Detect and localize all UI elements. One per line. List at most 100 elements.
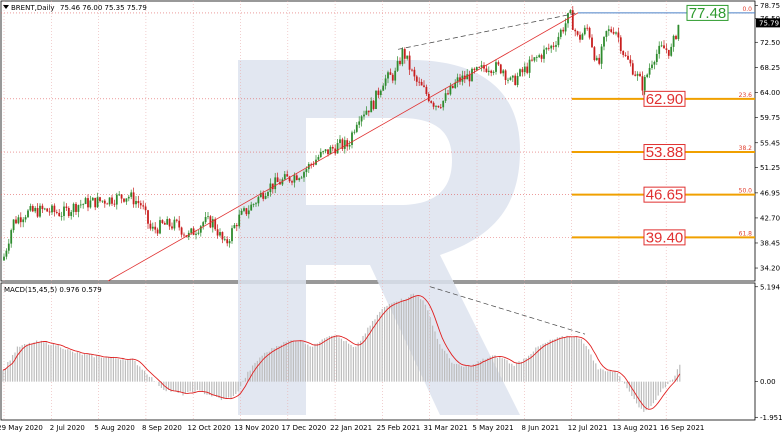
candle-body	[526, 66, 529, 73]
candle-body	[216, 229, 219, 236]
candle-body	[418, 81, 421, 83]
candle-body	[399, 60, 401, 65]
candle-body	[149, 223, 152, 229]
candle-body	[132, 192, 135, 205]
candle-body	[617, 32, 620, 38]
candle-body	[430, 101, 433, 103]
candle-body	[247, 210, 250, 215]
candle-body	[286, 174, 289, 177]
macd-histogram	[2, 286, 681, 412]
candle-body	[629, 59, 632, 64]
candle-body	[329, 146, 332, 155]
candle-body	[91, 197, 94, 201]
candle-body	[468, 74, 471, 82]
x-tick-label: 22 Jan 2021	[330, 424, 372, 432]
candle-body	[7, 243, 10, 251]
candle-body	[151, 226, 154, 229]
candle-body	[12, 219, 15, 231]
candle-body	[178, 220, 181, 228]
macd-signal-line	[2, 295, 681, 410]
candle-body	[492, 71, 495, 73]
symbol-label: BRENT,Daily	[11, 4, 55, 12]
candle-body	[391, 74, 394, 81]
candle-body	[171, 226, 173, 229]
candle-body	[677, 24, 680, 40]
x-tick-label: 5 Aug 2020	[94, 424, 134, 432]
candle-body	[262, 193, 265, 199]
candle-body	[480, 65, 483, 68]
candle-body	[163, 223, 166, 225]
fibonacci-levels: 0.0 77.48 23.6 62.90 38.2 53.88 50.0 46.65 61.8 3…	[1, 5, 755, 246]
candle-body	[550, 45, 553, 49]
candle-body	[127, 196, 130, 199]
candle-body	[598, 57, 601, 64]
candle-body	[360, 116, 363, 122]
candle-body	[545, 47, 548, 50]
x-tick-label: 29 May 2020	[0, 424, 43, 432]
x-tick-label: 13 Nov 2020	[234, 424, 279, 432]
price-tick-label: 34.20	[760, 265, 780, 273]
candle-body	[238, 214, 241, 227]
candle-body	[343, 140, 346, 149]
price-tick-label: 42.70	[760, 214, 780, 222]
price-tick-label: 68.25	[760, 64, 780, 72]
candle-body	[211, 219, 214, 228]
candle-body	[103, 200, 106, 204]
candle-body	[358, 121, 361, 125]
candle-body	[259, 193, 262, 198]
candle-body	[581, 34, 584, 40]
candle-body	[250, 204, 253, 211]
macd-divergence-line	[429, 286, 586, 335]
candle-body	[5, 250, 8, 257]
candle-body	[46, 208, 49, 212]
candle-body	[437, 105, 440, 108]
candle-body	[271, 183, 274, 190]
candle-body	[651, 64, 653, 68]
candle-body	[641, 76, 644, 91]
candle-body	[77, 205, 80, 212]
candle-body	[70, 212, 73, 216]
candle-body	[214, 219, 217, 230]
candle-body	[408, 55, 411, 70]
candle-body	[207, 216, 209, 218]
candle-body	[113, 203, 116, 205]
candle-body	[324, 149, 327, 152]
dropdown-triangle-icon[interactable]	[3, 5, 9, 9]
candle-body	[591, 37, 593, 48]
candle-body	[631, 63, 634, 75]
candle-body	[84, 198, 87, 205]
candle-body	[643, 76, 646, 91]
candle-body	[605, 30, 608, 37]
candle-body	[466, 74, 469, 80]
candle-body	[190, 228, 193, 233]
candle-body	[130, 192, 133, 197]
candle-body	[175, 219, 178, 221]
price-tick-label: 51.25	[760, 164, 780, 172]
candle-body	[406, 55, 409, 59]
x-tick-label: 8 Sep 2020	[142, 424, 182, 432]
fib-level-box	[686, 4, 729, 21]
candle-body	[276, 177, 279, 183]
candle-body	[159, 220, 161, 234]
candle-body	[663, 45, 665, 49]
candle-body	[535, 57, 538, 58]
candle-body	[603, 36, 605, 47]
candle-body	[634, 74, 637, 76]
candle-body	[531, 59, 533, 61]
candle-body	[82, 204, 85, 205]
candle-body	[331, 146, 334, 149]
candle-body	[22, 219, 25, 223]
candle-body	[377, 90, 380, 95]
candle-body	[672, 35, 675, 47]
candle-body	[274, 177, 277, 190]
candle-body	[435, 105, 437, 107]
candle-body	[154, 226, 157, 230]
candle-body	[478, 67, 481, 68]
candle-body	[55, 211, 58, 213]
candle-body	[442, 100, 445, 108]
candle-body	[588, 27, 591, 38]
candle-body	[646, 74, 649, 77]
candle-body	[447, 93, 449, 95]
price-tick-label: 46.95	[760, 189, 780, 197]
fib-level-value: 46.65	[646, 187, 684, 204]
